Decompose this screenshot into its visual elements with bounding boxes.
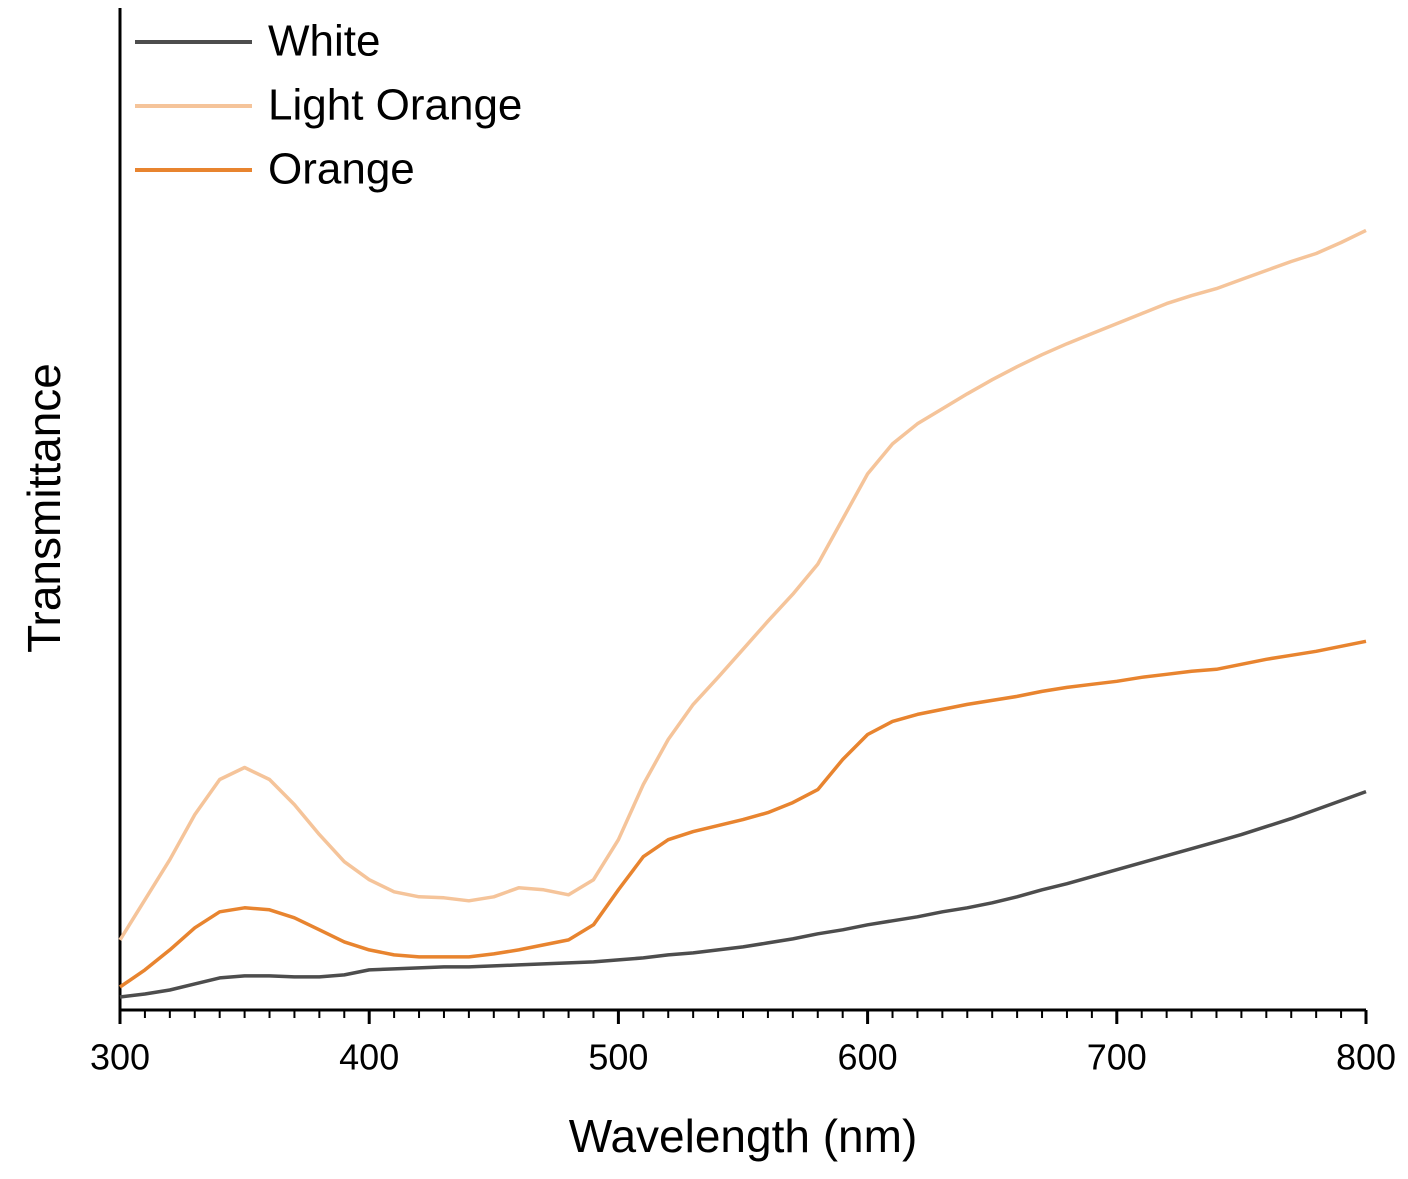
x-tick-label: 300: [90, 1037, 150, 1078]
x-tick-label: 800: [1336, 1037, 1396, 1078]
data-line: [119, 789, 1367, 999]
x-axis-label: Wavelength (nm): [569, 1110, 918, 1162]
x-tick-label: 700: [1087, 1037, 1147, 1078]
legend-label: White: [268, 17, 380, 66]
legend-label: Light Orange: [268, 81, 522, 130]
x-tick-label: 500: [588, 1037, 648, 1078]
x-tick-label: 400: [339, 1037, 399, 1078]
data-line: [119, 639, 1367, 989]
legend-label: Orange: [268, 145, 415, 194]
data-line: [118, 228, 1367, 941]
x-tick-label: 600: [838, 1037, 898, 1078]
y-axis-label: Transmittance: [18, 363, 70, 653]
